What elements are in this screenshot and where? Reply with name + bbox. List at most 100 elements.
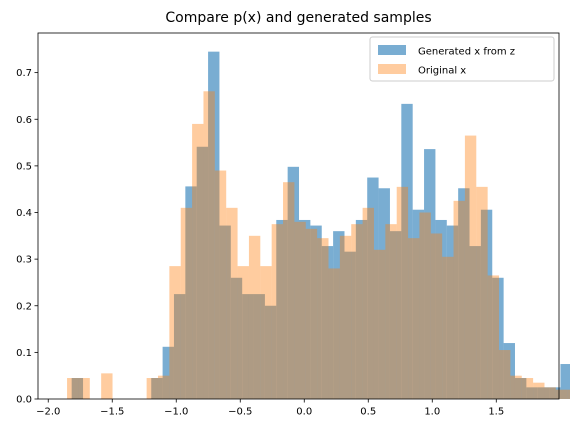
histogram-bar: [321, 246, 334, 399]
histogram-bar: [435, 219, 447, 399]
y-tick-label: 0.1: [16, 348, 32, 359]
histogram-bar: [242, 294, 254, 399]
legend-swatch: [378, 45, 406, 55]
histogram-bar: [310, 225, 322, 399]
histogram-bar: [537, 387, 550, 399]
histogram-bar: [180, 207, 193, 399]
histogram-bar: [294, 221, 306, 399]
x-tick-label: 0.0: [296, 407, 312, 418]
histogram-bar: [503, 343, 515, 399]
histogram-bar: [476, 186, 488, 399]
histogram-bar: [499, 350, 511, 399]
histogram-bar: [230, 277, 243, 399]
histogram-bar: [442, 256, 454, 399]
histogram-bar: [67, 378, 79, 399]
y-tick-label: 0.5: [16, 161, 32, 172]
histogram-bar: [226, 207, 238, 399]
histogram-bar: [555, 389, 568, 399]
histogram-bar: [351, 224, 363, 399]
histogram-bar: [424, 149, 436, 399]
y-tick-label: 0.3: [16, 255, 32, 266]
histogram-bar: [344, 251, 356, 399]
histogram-bar: [208, 51, 220, 399]
histogram-bar: [253, 294, 265, 399]
histogram-bar: [560, 364, 570, 399]
histogram-bar: [146, 378, 158, 399]
histogram-bar: [192, 123, 204, 399]
histogram-bar: [367, 177, 379, 399]
histogram-bar: [549, 387, 561, 399]
histogram-bar: [446, 225, 459, 399]
histogram-bar: [214, 170, 227, 399]
histogram-bar: [276, 219, 288, 399]
histogram-bar: [412, 209, 425, 399]
histogram-bar: [419, 212, 431, 399]
histogram-bar: [514, 378, 527, 399]
legend-label: Original x: [418, 66, 466, 77]
series-1: [67, 91, 570, 399]
histogram-bar: [162, 346, 174, 399]
histogram-bar: [203, 91, 215, 399]
histogram-bar: [283, 182, 295, 399]
x-tick-label: −1.0: [164, 407, 188, 418]
histogram-bar: [299, 219, 311, 399]
histogram-bar: [355, 219, 368, 399]
x-axis: −2.0 −1.5 −1.0 −0.5 0.0 0.5 1.0 1.5: [36, 399, 504, 418]
histogram-bar: [362, 207, 374, 399]
bars-layer: [67, 51, 570, 400]
histogram-bar: [401, 103, 413, 400]
y-tick-label: 0.6: [16, 115, 32, 126]
x-tick-label: 1.0: [424, 407, 440, 418]
histogram-bar: [264, 305, 277, 399]
plot-frame: [37, 32, 560, 400]
histogram-bar: [173, 294, 186, 399]
histogram-bar: [260, 266, 272, 399]
histogram-bar: [373, 249, 386, 399]
histogram-bar: [430, 233, 443, 399]
legend-box: [369, 36, 555, 82]
histogram-bar: [510, 375, 522, 399]
histogram-bar: [487, 275, 500, 399]
histogram-bar: [305, 228, 318, 399]
histogram-bar: [378, 188, 390, 399]
x-tick-label: −1.5: [100, 407, 124, 418]
histogram-bar: [157, 375, 170, 399]
histogram-bar: [396, 186, 409, 399]
histogram-bar: [196, 146, 209, 399]
histogram-bar: [333, 231, 345, 399]
legend-label: Generated x from z: [418, 47, 515, 58]
x-tick-label: −2.0: [36, 407, 60, 418]
histogram-bar: [287, 166, 300, 399]
histogram-bar: [317, 238, 329, 399]
histogram-bar: [453, 200, 465, 399]
histogram-bar: [458, 188, 470, 399]
chart-title: Compare p(x) and generated samples: [165, 10, 431, 26]
histogram-bar: [408, 238, 420, 399]
legend-swatch: [378, 64, 406, 74]
histogram-bar: [339, 235, 352, 399]
y-tick-label: 0.4: [16, 208, 32, 219]
legend: Generated x from z Original x: [369, 36, 555, 82]
histogram-bar: [389, 231, 402, 399]
histogram-bar: [533, 382, 545, 399]
histogram-bar: [328, 268, 340, 399]
histogram-bar: [71, 378, 84, 399]
histogram-bar: [567, 389, 570, 399]
histogram-bar: [544, 387, 556, 399]
histogram-bar: [237, 266, 249, 399]
histogram-bar: [101, 373, 113, 399]
histogram-bar: [248, 235, 261, 399]
histogram-bar: [526, 387, 538, 399]
y-axis: 0.0 0.1 0.2 0.3 0.4 0.5 0.6 0.7: [16, 68, 38, 406]
histogram-bar: [185, 186, 197, 399]
histogram-bar: [271, 224, 284, 399]
histogram-bar: [469, 246, 481, 399]
histogram-bar: [521, 378, 534, 399]
histogram-bar: [480, 209, 493, 399]
x-tick-label: 0.5: [360, 407, 376, 418]
x-tick-label: 1.5: [488, 407, 504, 418]
histogram-bar: [464, 135, 477, 399]
y-tick-label: 0.0: [16, 395, 32, 406]
histogram-bar: [169, 266, 181, 399]
